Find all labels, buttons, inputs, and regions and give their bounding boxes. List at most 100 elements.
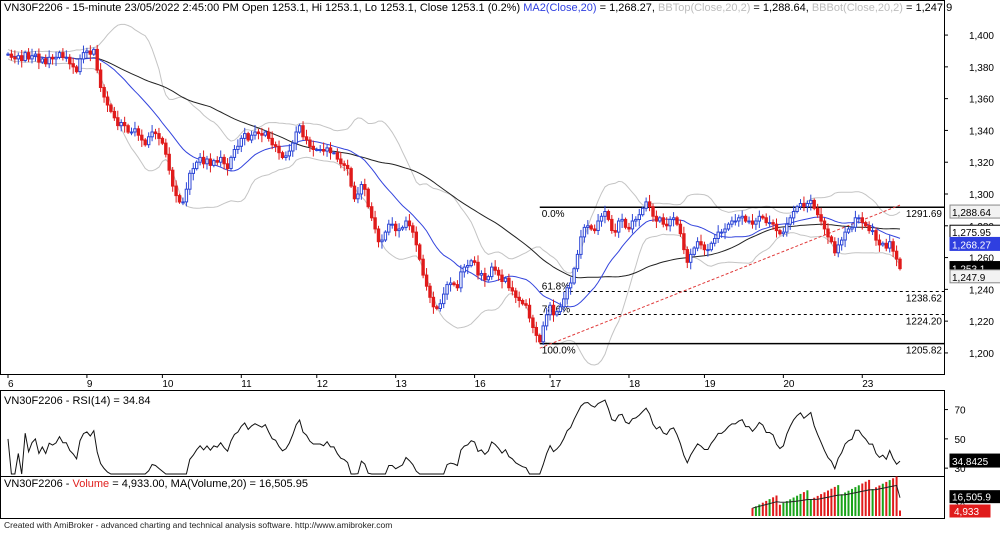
candle-body <box>888 241 892 249</box>
value-tags: 1,288.641,275.951,268.271,253.11,247.934… <box>949 204 1000 518</box>
x-tick-label: 10 <box>162 379 174 390</box>
candle-body <box>315 149 319 151</box>
candle-body <box>836 244 840 254</box>
candle-body <box>407 220 412 227</box>
fib-value-label: 1205.82 <box>906 346 943 357</box>
volume-bars <box>751 476 901 516</box>
candle-body <box>503 277 508 282</box>
candle-body <box>64 56 68 59</box>
candle-body <box>517 296 521 301</box>
volume-bar <box>761 502 764 516</box>
candle-body <box>321 149 326 152</box>
volume-bar <box>768 499 771 516</box>
candle-body <box>641 207 645 216</box>
candle-body <box>562 298 566 308</box>
candle-body <box>418 244 422 260</box>
candle-body <box>225 163 230 170</box>
candle-body <box>791 211 796 219</box>
candle-body <box>833 241 837 254</box>
candle-body <box>294 131 298 144</box>
rsi-pane-title: VN30F2206 - RSI(14) = 34.84 <box>4 395 150 407</box>
candle-body <box>606 211 611 220</box>
x-tick-label: 16 <box>475 379 487 390</box>
candle-body <box>452 282 456 286</box>
x-tick-label: 17 <box>550 379 562 390</box>
candle-body <box>723 228 727 233</box>
candle-body <box>191 168 196 174</box>
candle-body <box>555 311 559 316</box>
candle-body <box>205 158 209 165</box>
candle-body <box>877 239 882 246</box>
volume-bar <box>885 481 888 516</box>
candle-body <box>733 220 737 223</box>
volume-bar <box>888 480 891 516</box>
candle-body <box>256 131 261 135</box>
bbtop-label: BBTop(Close,20,2) <box>658 2 751 14</box>
candle-body <box>112 110 117 119</box>
candle-body <box>304 136 309 141</box>
candle-body <box>668 218 672 227</box>
candle-body <box>695 241 700 249</box>
symbol-info: VN30F2206 - 15-minute 23/05/2022 2:45:00… <box>4 2 521 14</box>
candle-body <box>445 284 449 295</box>
bbtop-value: = 1,288.64, <box>753 2 809 14</box>
candle-body <box>658 217 662 222</box>
volume-bar <box>758 504 761 516</box>
candle-body <box>270 137 274 146</box>
candle-body <box>864 222 868 227</box>
bbbot-value: = 1,247.9 <box>906 2 953 14</box>
candle-body <box>390 223 394 226</box>
volume-bar <box>840 494 843 516</box>
candle-body <box>342 163 346 166</box>
candle-body <box>678 223 683 235</box>
x-tick-label: 19 <box>704 379 716 390</box>
candle-body <box>78 58 82 73</box>
rsi-tag-box <box>949 453 1000 468</box>
candle-body <box>181 201 185 204</box>
candle-body <box>85 50 89 54</box>
candle-body <box>177 195 182 203</box>
candle-body <box>840 239 844 246</box>
candle-body <box>582 226 587 238</box>
candle-body <box>469 260 473 267</box>
candle-body <box>702 244 707 251</box>
candle-body <box>617 220 621 233</box>
candle-body <box>195 161 199 170</box>
candle-body <box>726 223 731 230</box>
candle-body <box>397 228 401 232</box>
y-tick-label: 1,360 <box>969 95 994 106</box>
candle-body <box>61 52 65 58</box>
volume-bar <box>871 489 874 516</box>
candle-body <box>798 203 803 208</box>
candle-body <box>826 228 830 238</box>
candle-body <box>651 206 655 217</box>
candle-body <box>40 58 44 63</box>
volume-ma-text: MA(Volume,20) = 16,505.95 <box>170 478 308 490</box>
candle-body <box>637 214 641 220</box>
volume-bar <box>820 494 823 516</box>
volume-bar <box>864 481 867 516</box>
candle-body <box>589 225 593 230</box>
candle-body <box>212 160 216 166</box>
y-tick-label: 1,260 <box>969 254 994 265</box>
y-tick-label: 1,400 <box>969 31 994 42</box>
volume-bar <box>785 501 788 516</box>
volume-bar <box>806 490 809 516</box>
candle-body <box>140 134 144 141</box>
candle-body <box>383 231 388 241</box>
candle-body <box>785 223 789 233</box>
candle-body <box>665 223 669 227</box>
candle-body <box>527 304 532 319</box>
candle-body <box>524 303 528 306</box>
candle-body <box>208 158 213 166</box>
candle-body <box>788 217 792 225</box>
fib-value-label: 1224.20 <box>906 316 943 327</box>
candle-body <box>483 273 487 281</box>
candle-body <box>277 145 281 154</box>
candle-body <box>328 147 333 154</box>
candle-body <box>757 215 761 222</box>
candle-body <box>116 117 120 127</box>
candle-body <box>160 137 165 144</box>
ma-slow-line <box>7 53 901 279</box>
